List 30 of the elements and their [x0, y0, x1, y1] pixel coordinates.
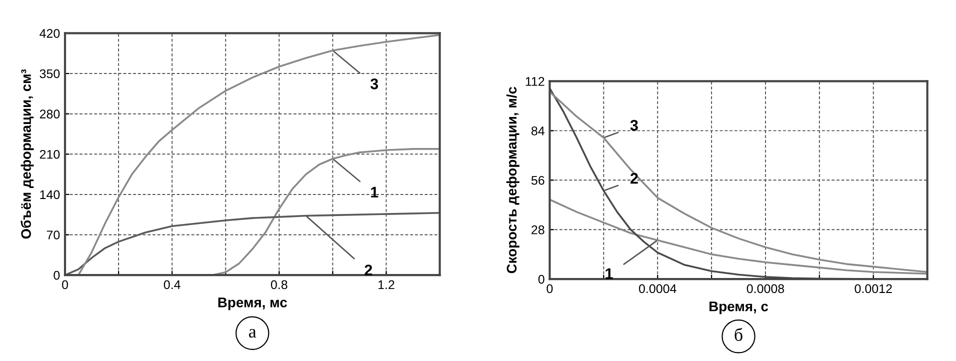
x-tick-label: 1.2	[378, 280, 394, 289]
x-axis-title: Время, с	[710, 302, 768, 314]
x-tick-label: 0.0004	[638, 284, 676, 294]
y-tick-label: 28	[532, 225, 544, 234]
y-axis-title: Скорость деформации, м/с	[506, 86, 520, 274]
y-tick-label: 70	[46, 230, 60, 240]
annotation: 2	[364, 264, 372, 276]
x-tick-label: 0	[546, 284, 553, 294]
x-axis-title: Время, мс	[218, 298, 287, 310]
y-tick-label: 140	[40, 190, 60, 200]
y-tick-label: 420	[40, 29, 60, 38]
annotation: 3	[370, 78, 378, 90]
text: б	[734, 328, 742, 341]
x-tick-label: 0.0008	[746, 284, 784, 294]
y-axis-title: Объём деформации, см³	[20, 69, 34, 239]
x-tick-label: 0	[62, 280, 68, 290]
x-tick-label: 0.8	[270, 280, 288, 290]
y-tick-label: 112	[526, 77, 544, 86]
y-tick-label: 280	[40, 110, 60, 118]
x-tick-label: 0.4	[164, 280, 180, 290]
x-tick-label: 0.0012	[854, 284, 892, 294]
annotation: 3	[630, 120, 638, 131]
annotation: 2	[630, 172, 638, 184]
y-tick-label: 0	[54, 270, 60, 280]
y-tick-label: 84	[531, 126, 544, 136]
y-tick-label: 210	[40, 150, 60, 159]
text: а	[249, 329, 256, 338]
y-tick-label: 56	[531, 176, 544, 185]
annotation: 1	[606, 268, 613, 279]
y-tick-label: 350	[40, 69, 60, 78]
